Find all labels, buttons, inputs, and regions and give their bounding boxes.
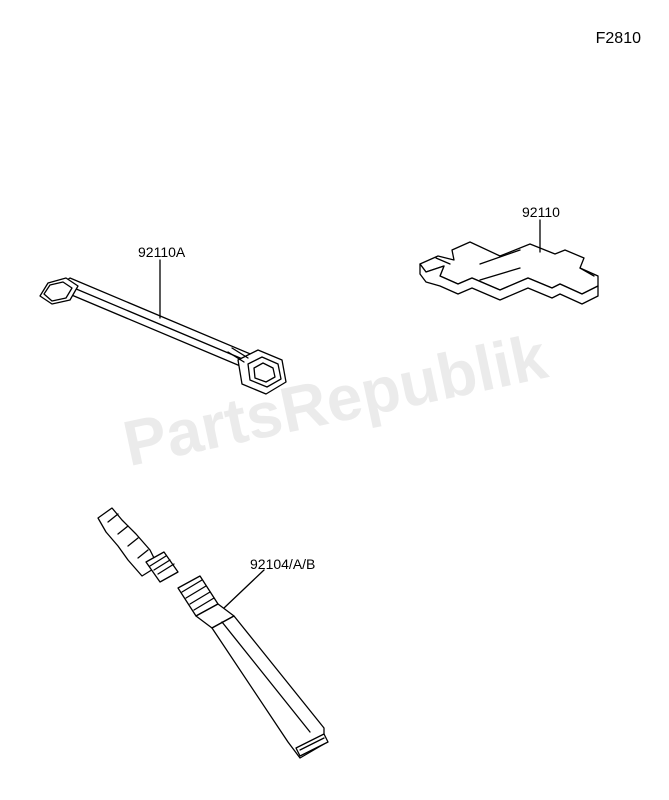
label-sealant-tube: 92104/A/B <box>250 556 315 572</box>
sealant-tube-drawing <box>98 508 328 758</box>
label-spoke-wrench: 92110 <box>522 204 560 220</box>
spoke-wrench-drawing <box>420 220 598 304</box>
label-socket-wrench: 92110A <box>138 244 185 260</box>
socket-wrench-drawing <box>40 260 286 394</box>
diagram-canvas: F2810 <box>0 0 669 800</box>
parts-illustration <box>0 0 669 800</box>
